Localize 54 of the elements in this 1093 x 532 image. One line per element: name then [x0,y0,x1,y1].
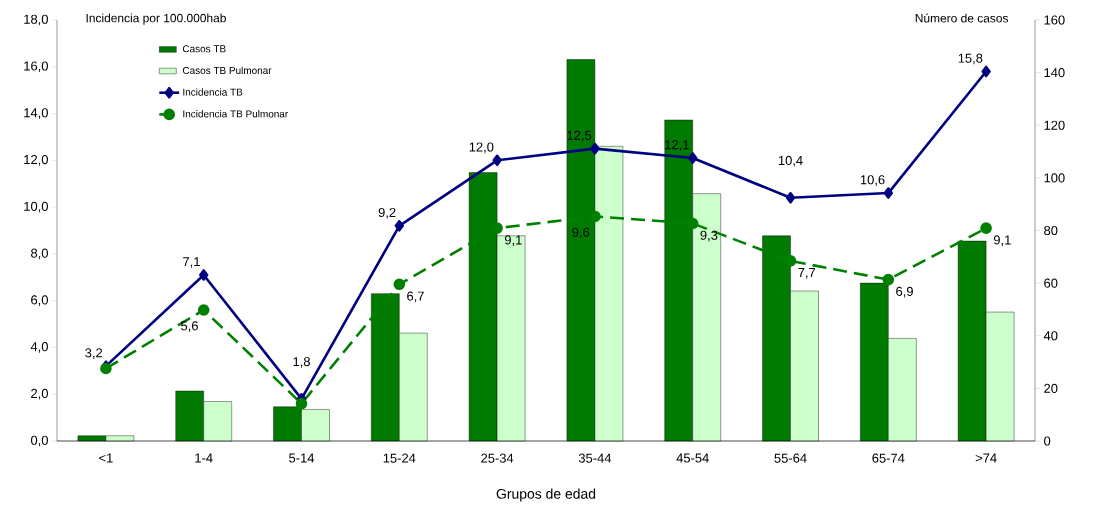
y2-tick-label: 0 [1044,436,1051,446]
y2-tick-label: 100 [1044,173,1065,183]
data-label: 9,1 [993,235,1011,247]
data-label: 1,8 [293,357,310,368]
data-label: 9,2 [378,207,396,219]
data-label: 7,1 [183,257,200,268]
data-label: 15,8 [958,53,983,65]
data-label: 5,6 [181,321,198,332]
data-label: 10,6 [860,175,885,186]
y-tick-label: 18,0 [24,14,48,26]
y-tick-label: 0,0 [30,435,48,447]
x-tick-label: 5-14 [289,453,315,463]
data-label: 12,5 [567,130,592,142]
x-tick-label: >74 [975,453,997,463]
y-tick-label: 4,0 [30,342,48,353]
y2-tick-label: 40 [1043,331,1058,341]
y-tick-label: 16,0 [24,61,48,73]
y-tick-label: 12,0 [24,154,48,166]
y2-tick-label: 80 [1044,225,1058,236]
y2-tick-label: 20 [1044,383,1058,393]
y-tick-label: 6,0 [31,295,48,307]
data-label: 7,7 [798,268,816,279]
x-tick-label: 25-34 [481,453,514,463]
y-axis-title: Incidencia por 100.000hab [86,13,226,25]
x-axis-title: Grupos de edad [496,488,596,502]
data-label: 6,9 [896,286,913,298]
y-tick-label: 2,0 [31,388,48,400]
data-label: 9,1 [504,235,522,247]
data-label: 6,7 [407,291,424,303]
x-tick-label: 65-74 [872,453,905,463]
data-label: 12,1 [665,140,689,151]
data-label: 9,6 [572,227,590,239]
y-tick-label: 14,0 [24,108,48,119]
legend-label: Incidencia TB Pulmonar [183,110,289,118]
x-tick-label: 1-4 [195,453,213,463]
y2-axis-title: Número de casos [915,13,1009,23]
y2-tick-label: 140 [1044,68,1065,78]
x-tick-label: 45-54 [676,453,709,463]
data-label: 12,0 [469,142,494,154]
data-label: 9,3 [700,230,718,242]
x-tick-label: <1 [99,453,113,463]
y2-tick-label: 120 [1044,120,1065,130]
x-tick-label: 35-44 [578,453,612,463]
data-label: 3,2 [85,348,103,359]
y2-tick-label: 160 [1044,15,1065,25]
data-label: 10,4 [778,155,803,167]
y-tick-label: 10,0 [24,201,48,213]
legend-label: Casos TB [182,45,226,53]
y2-tick-label: 60 [1044,278,1058,288]
x-tick-label: 55-64 [774,453,807,463]
legend-label: Casos TB Pulmonar [182,66,272,74]
x-tick-label: 15-24 [383,453,416,463]
legend-label: Incidencia TB [183,88,243,96]
y-tick-label: 8,0 [31,248,48,260]
